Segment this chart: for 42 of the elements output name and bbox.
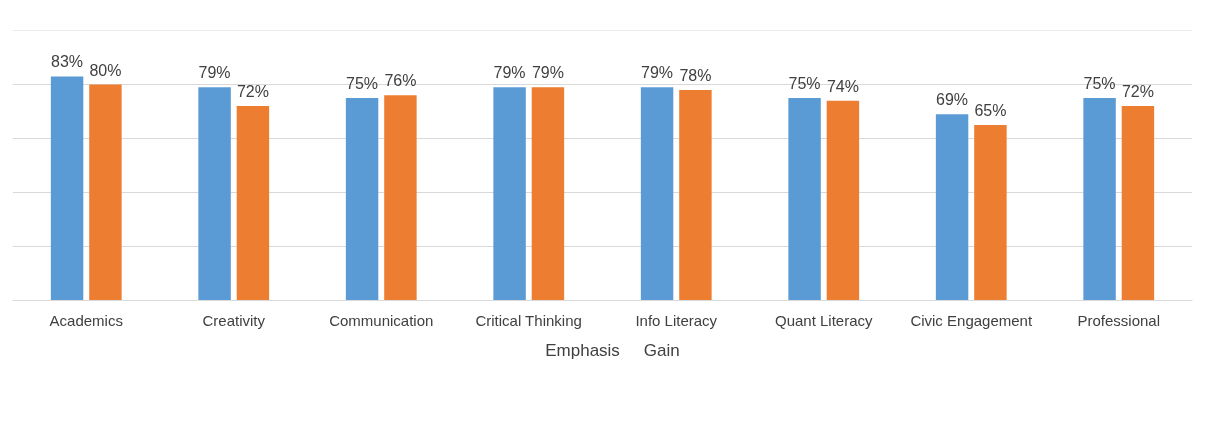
x-tick-label: Critical Thinking	[475, 311, 582, 329]
bar	[788, 98, 821, 301]
data-label: 78%	[679, 66, 712, 84]
data-label: 79%	[531, 64, 564, 82]
data-label: 79%	[641, 64, 674, 82]
text: Gain	[643, 341, 680, 361]
bar	[1083, 98, 1116, 301]
x-tick-label: Civic Engagement	[910, 311, 1033, 329]
data-label: 76%	[384, 72, 417, 90]
x-tick-label: Communication	[329, 311, 434, 329]
data-label: 75%	[1083, 75, 1116, 92]
data-label: 72%	[236, 83, 269, 101]
data-label: 75%	[788, 75, 821, 92]
bar	[493, 87, 526, 301]
x-tick-label: Quant Literacy	[774, 311, 874, 329]
bar	[974, 125, 1007, 301]
x-tick-label: Professional	[1077, 311, 1161, 329]
bar	[1121, 106, 1155, 301]
data-label: 72%	[1121, 83, 1154, 101]
bar	[935, 114, 969, 301]
text: Emphasis	[545, 341, 620, 361]
data-label: 74%	[826, 77, 859, 95]
bar	[826, 100, 860, 301]
bar	[89, 84, 122, 301]
bar	[198, 87, 231, 301]
x-tick-label: Info Literacy	[635, 311, 718, 329]
data-label: 79%	[198, 64, 231, 82]
bar	[50, 76, 84, 301]
data-label: 79%	[493, 64, 526, 82]
bar	[531, 87, 565, 301]
data-label: 75%	[346, 75, 379, 92]
bar	[640, 87, 674, 301]
x-tick-label: Academics	[49, 311, 123, 329]
x-tick-label: Creativity	[202, 311, 266, 329]
bar	[236, 106, 270, 301]
bar	[345, 98, 379, 301]
data-label: 69%	[936, 91, 969, 109]
data-label: 83%	[51, 53, 84, 71]
bar	[384, 95, 417, 301]
bar	[679, 89, 712, 301]
data-label: 65%	[974, 102, 1007, 119]
data-label: 80%	[89, 61, 122, 79]
